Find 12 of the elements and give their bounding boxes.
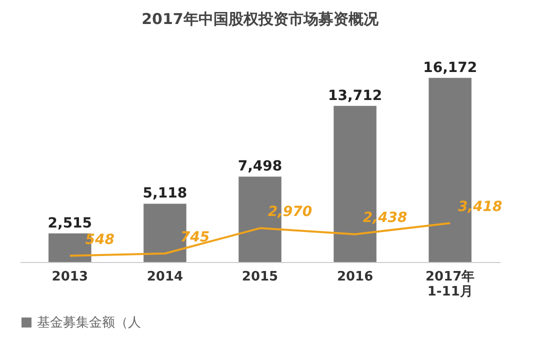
data-label: 16,172	[423, 60, 478, 76]
data-label: 7,498	[238, 158, 282, 175]
x-tick-label: 2015	[242, 270, 278, 284]
chart-title: 2017年中国股权投资市场募资概况	[142, 10, 380, 28]
legend-label: 基金募集金额（人	[37, 316, 141, 330]
x-tick-label: 2013	[52, 270, 88, 284]
data-label: 2,515	[48, 215, 92, 232]
x-tick-label: 2016	[336, 270, 374, 284]
data-label: 5,118	[142, 186, 188, 202]
x-tick-label: 2017年 1-11月	[426, 270, 475, 300]
x-tick-label: 2014	[146, 270, 184, 284]
data-label: 13,712	[328, 88, 382, 104]
